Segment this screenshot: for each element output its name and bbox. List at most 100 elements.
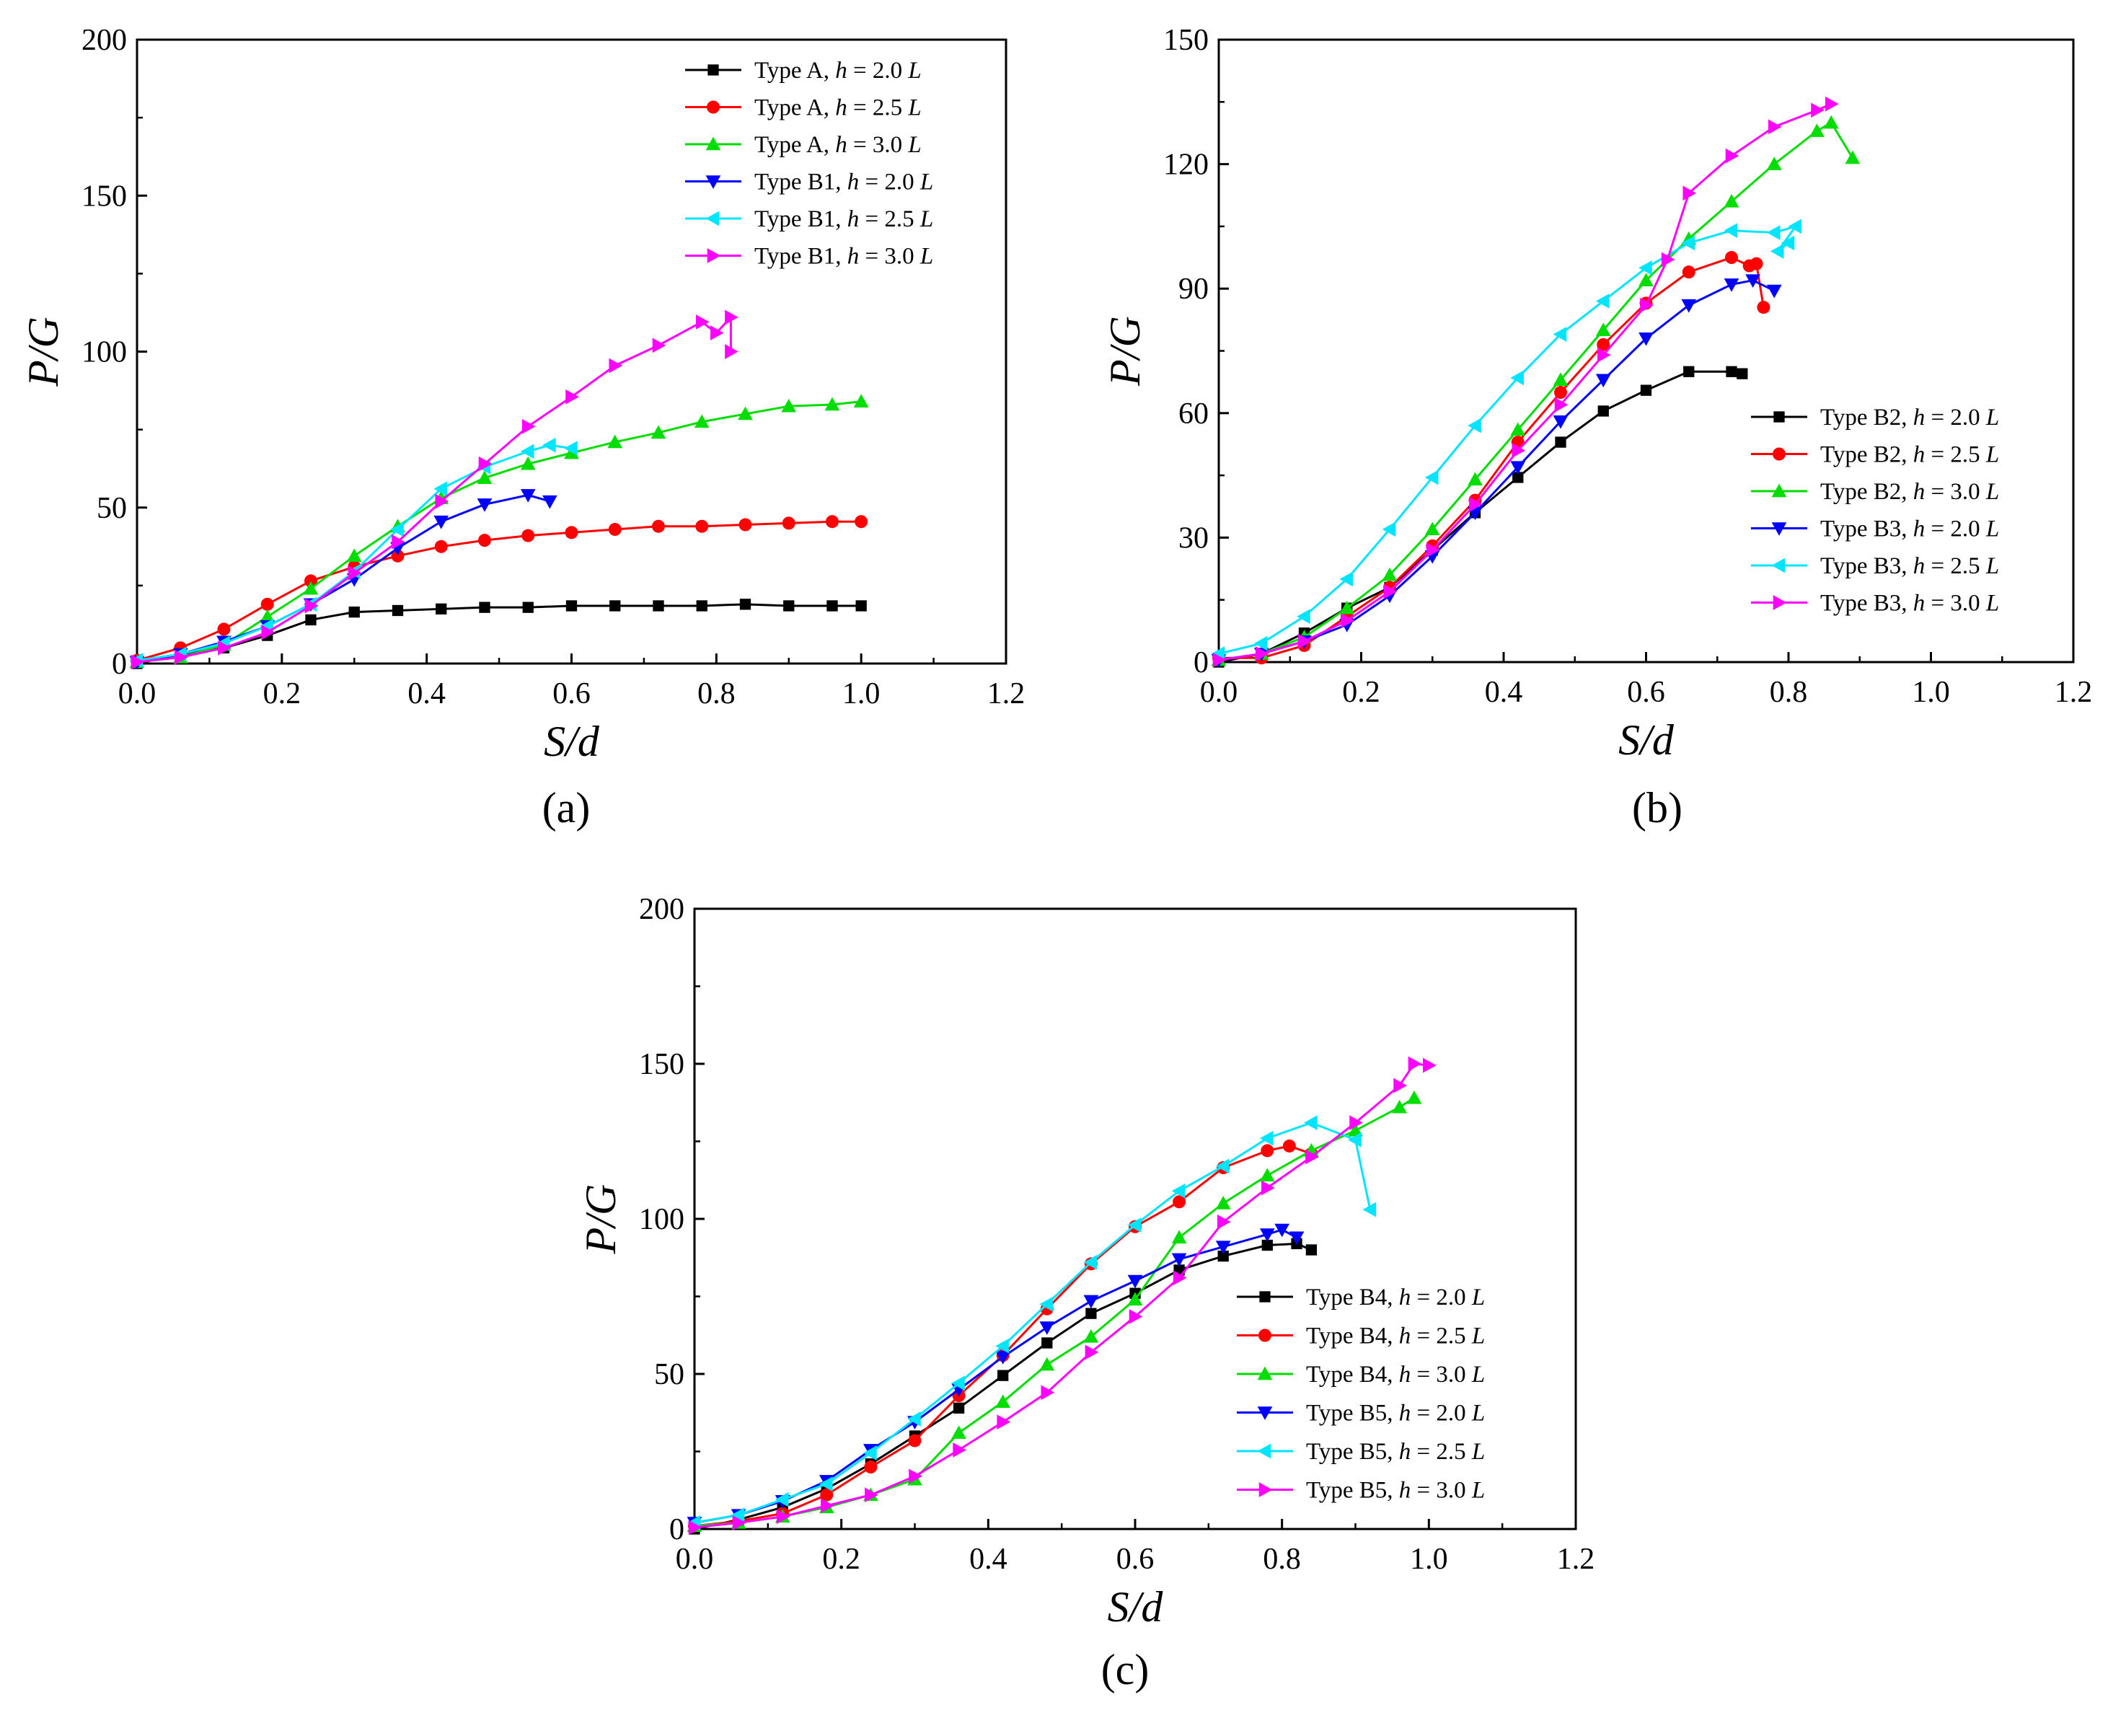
marker-triangle-up <box>1392 1099 1407 1114</box>
marker-triangle-left <box>1304 1115 1318 1131</box>
marker-triangle-left <box>1510 370 1525 386</box>
marker-triangle-right <box>304 598 319 614</box>
y-tick-label: 50 <box>97 492 127 525</box>
marker-triangle-right <box>1682 185 1697 201</box>
marker-triangle-left <box>1297 609 1310 625</box>
chart-panel-a: 0.0 0.2 0.4 0.6 0.8 1.0 1.2 0 50 100 150 200 S/d P/G T… <box>19 24 1025 832</box>
marker-square <box>565 600 578 612</box>
marker-triangle-up <box>1553 372 1569 387</box>
figure-caption: (b) <box>1632 784 1682 832</box>
marker-square <box>997 1370 1009 1381</box>
marker-circle <box>217 622 231 636</box>
marker-circle <box>855 515 868 529</box>
marker-triangle-up <box>1215 1196 1231 1210</box>
marker-triangle-left <box>1348 1132 1362 1147</box>
marker-circle <box>652 519 665 533</box>
marker-circle <box>1682 265 1695 279</box>
x-tick-label: 0.2 <box>1342 676 1380 709</box>
legend-entry: Type B1, h = 2.0 L <box>685 169 933 195</box>
legend-label-var: h <box>1913 553 1926 579</box>
legend-label-var: h <box>1913 405 1926 431</box>
legend-label: Type B2, h = 2.0 L <box>1820 405 1999 431</box>
marker-square <box>1683 366 1695 377</box>
marker-triangle-right <box>997 1414 1011 1429</box>
legend-label-mid: = 2.5 <box>1925 442 1986 468</box>
legend-label-prefix: Type B4, <box>1306 1323 1399 1349</box>
legend-label-prefix: Type B4, <box>1306 1362 1399 1388</box>
marker-triangle-right <box>1261 1180 1275 1196</box>
marker-triangle-right <box>1349 1115 1363 1131</box>
marker-square <box>348 606 360 618</box>
marker-triangle-right <box>732 1515 746 1530</box>
marker-circle <box>908 1434 922 1448</box>
marker-square <box>1726 366 1737 377</box>
legend-label-mid: = 3.0 <box>1411 1478 1472 1504</box>
series-6 <box>1212 96 1839 668</box>
series-line <box>694 1097 1415 1528</box>
legend-label-mid: = 2.5 <box>859 206 920 232</box>
marker-triangle-left <box>1382 521 1396 537</box>
marker-triangle-right <box>1423 1057 1437 1073</box>
legend-label-mid: = 2.5 <box>1925 553 1986 579</box>
x-tick-label: 0.8 <box>1770 676 1808 709</box>
legend-label: Type B4, h = 2.5 L <box>1306 1323 1485 1349</box>
series-2 <box>1212 251 1770 665</box>
legend-label-var: h <box>1913 591 1926 617</box>
y-tick-label: 150 <box>1163 24 1209 57</box>
marker-triangle-left <box>1171 1183 1186 1199</box>
legend-label-prefix: Type B2, <box>1820 405 1913 431</box>
marker-circle <box>1725 251 1738 265</box>
marker-triangle-left <box>1553 327 1567 342</box>
marker-triangle-up <box>260 609 275 623</box>
marker-square <box>1737 368 1748 379</box>
figure-caption: (a) <box>542 784 591 832</box>
marker-triangle-right <box>953 1442 966 1458</box>
marker-triangle-right <box>435 493 449 509</box>
marker-triangle-down <box>1745 274 1760 288</box>
y-tick-label: 120 <box>1163 149 1209 182</box>
marker-triangle-up <box>1083 1329 1099 1343</box>
marker-triangle-up <box>781 398 797 413</box>
marker-triangle-right <box>1554 397 1569 413</box>
marker-triangle-right <box>131 654 145 670</box>
marker-triangle-up <box>346 548 362 563</box>
marker-triangle-down <box>433 515 449 529</box>
marker-circle <box>478 534 491 547</box>
y-tick-label: 200 <box>639 893 684 926</box>
marker-triangle-down <box>1039 1321 1055 1335</box>
legend-entry: Type B4, h = 3.0 L <box>1237 1362 1485 1388</box>
marker-triangle-right <box>1212 652 1227 668</box>
marker-triangle-left <box>1788 219 1802 234</box>
marker-triangle-right <box>1258 1482 1273 1497</box>
legend-label: Type B1, h = 3.0 L <box>754 244 933 270</box>
marker-square <box>609 600 621 612</box>
marker-triangle-up <box>694 414 710 428</box>
y-tick-label: 90 <box>1178 273 1209 306</box>
marker-triangle-right <box>652 338 666 353</box>
marker-triangle-right <box>695 314 710 330</box>
legend-label-unit: L <box>1471 1362 1485 1388</box>
marker-circle <box>1173 1195 1186 1209</box>
legend-label-mid: = 3.0 <box>1925 479 1986 505</box>
legend-label-mid: = 2.5 <box>1411 1439 1472 1465</box>
y-tick-label: 0 <box>112 648 127 681</box>
marker-triangle-left <box>1424 470 1439 485</box>
legend-label-prefix: Type B3, <box>1820 516 1913 542</box>
marker-triangle-up <box>705 136 721 151</box>
marker-square <box>783 600 795 612</box>
marker-triangle-down <box>1274 1223 1290 1238</box>
marker-circle <box>820 1488 834 1502</box>
legend-label-unit: L <box>1985 479 1999 505</box>
marker-triangle-right <box>1305 1149 1319 1165</box>
marker-triangle-down <box>995 1351 1011 1365</box>
legend-label-unit: L <box>1471 1285 1485 1310</box>
legend-entry: Type B3, h = 2.0 L <box>1751 516 1999 542</box>
legend-label: Type B3, h = 3.0 L <box>1820 591 1999 617</box>
marker-triangle-right <box>688 1520 702 1535</box>
marker-triangle-right <box>821 1498 834 1514</box>
legend-label-unit: L <box>907 132 921 158</box>
legend-label-unit: L <box>1985 553 1999 579</box>
marker-triangle-left <box>1339 571 1354 587</box>
x-tick-label: 0.0 <box>118 677 156 710</box>
